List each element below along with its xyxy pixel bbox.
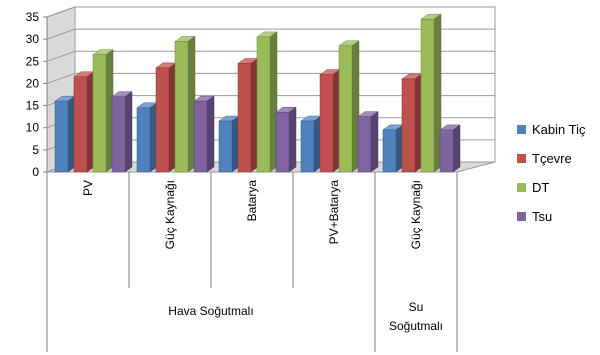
- bar-side: [452, 124, 461, 173]
- category-group-label: Su: [409, 300, 424, 314]
- bar-side: [124, 91, 133, 173]
- gridline-side: [46, 6, 76, 18]
- legend-label: Tsu: [532, 209, 552, 224]
- bar: [256, 36, 271, 173]
- category-label: PV: [81, 180, 95, 196]
- y-tick-label: 0: [32, 165, 39, 179]
- y-tick-label: 20: [26, 76, 40, 90]
- bar: [357, 116, 372, 173]
- bar: [275, 111, 290, 173]
- bar: [420, 18, 435, 173]
- bar: [237, 63, 252, 173]
- bar: [155, 67, 170, 173]
- gridline-side: [46, 72, 76, 84]
- category-group-label: Soğutmalı: [389, 319, 443, 333]
- legend-swatch: [517, 212, 526, 221]
- bar: [92, 54, 107, 173]
- legend-label: Tçevre: [532, 151, 572, 166]
- bar: [382, 129, 397, 173]
- gridline-side: [46, 50, 76, 62]
- bar: [338, 45, 353, 173]
- y-tick-label: 10: [26, 121, 40, 135]
- bar: [300, 120, 315, 173]
- gridline-side: [46, 28, 76, 40]
- category-label: Batarya: [245, 180, 259, 222]
- legend-swatch: [517, 125, 526, 134]
- y-tick-label: 5: [32, 143, 39, 157]
- bar: [73, 76, 88, 173]
- category-group-label: Hava Soğutmalı: [168, 304, 253, 318]
- bar: [54, 100, 69, 173]
- bar: [193, 100, 208, 173]
- bar: [136, 107, 151, 173]
- bar: [401, 78, 416, 173]
- bar: [439, 129, 454, 173]
- bar-side: [206, 95, 215, 173]
- y-tick-label: 25: [26, 54, 40, 68]
- legend-swatch: [517, 183, 526, 192]
- legend-swatch: [517, 154, 526, 163]
- y-tick-label: 35: [26, 10, 40, 24]
- category-label: Güç Kaynağı: [409, 180, 423, 249]
- y-tick-label: 30: [26, 32, 40, 46]
- bar: [319, 74, 334, 173]
- bar: [174, 41, 189, 173]
- category-label: Güç Kaynağı: [163, 180, 177, 249]
- category-label: PV+Batarya: [327, 180, 341, 245]
- bar-side: [370, 111, 379, 173]
- y-tick-label: 15: [26, 99, 40, 113]
- bar: [218, 120, 233, 173]
- legend-label: DT: [532, 180, 549, 195]
- legend-label: Kabin Tiç: [532, 122, 586, 137]
- bar: [111, 96, 126, 173]
- bar-side: [288, 106, 297, 173]
